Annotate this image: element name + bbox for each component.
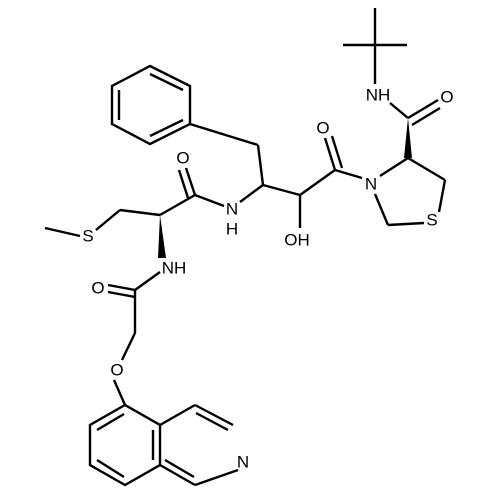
atom-label: NH <box>366 86 391 105</box>
atom-label: O <box>110 361 123 380</box>
atom-label: OH <box>284 231 310 250</box>
atom-label: O <box>440 88 453 107</box>
atom-label: O <box>316 119 329 138</box>
atom-label: NH <box>162 259 187 278</box>
atom-label: N <box>365 175 377 194</box>
atom-label: H <box>226 220 238 239</box>
atom-label: O <box>176 149 189 168</box>
atom-label: N <box>237 453 249 472</box>
atom-labels: NH O O N S OH N H O S NH O O N <box>82 86 453 472</box>
atom-label: O <box>91 279 104 298</box>
atom-label: N <box>226 200 238 219</box>
bonds <box>44 8 447 487</box>
atom-label: S <box>426 211 437 230</box>
atom-label: S <box>82 227 93 246</box>
